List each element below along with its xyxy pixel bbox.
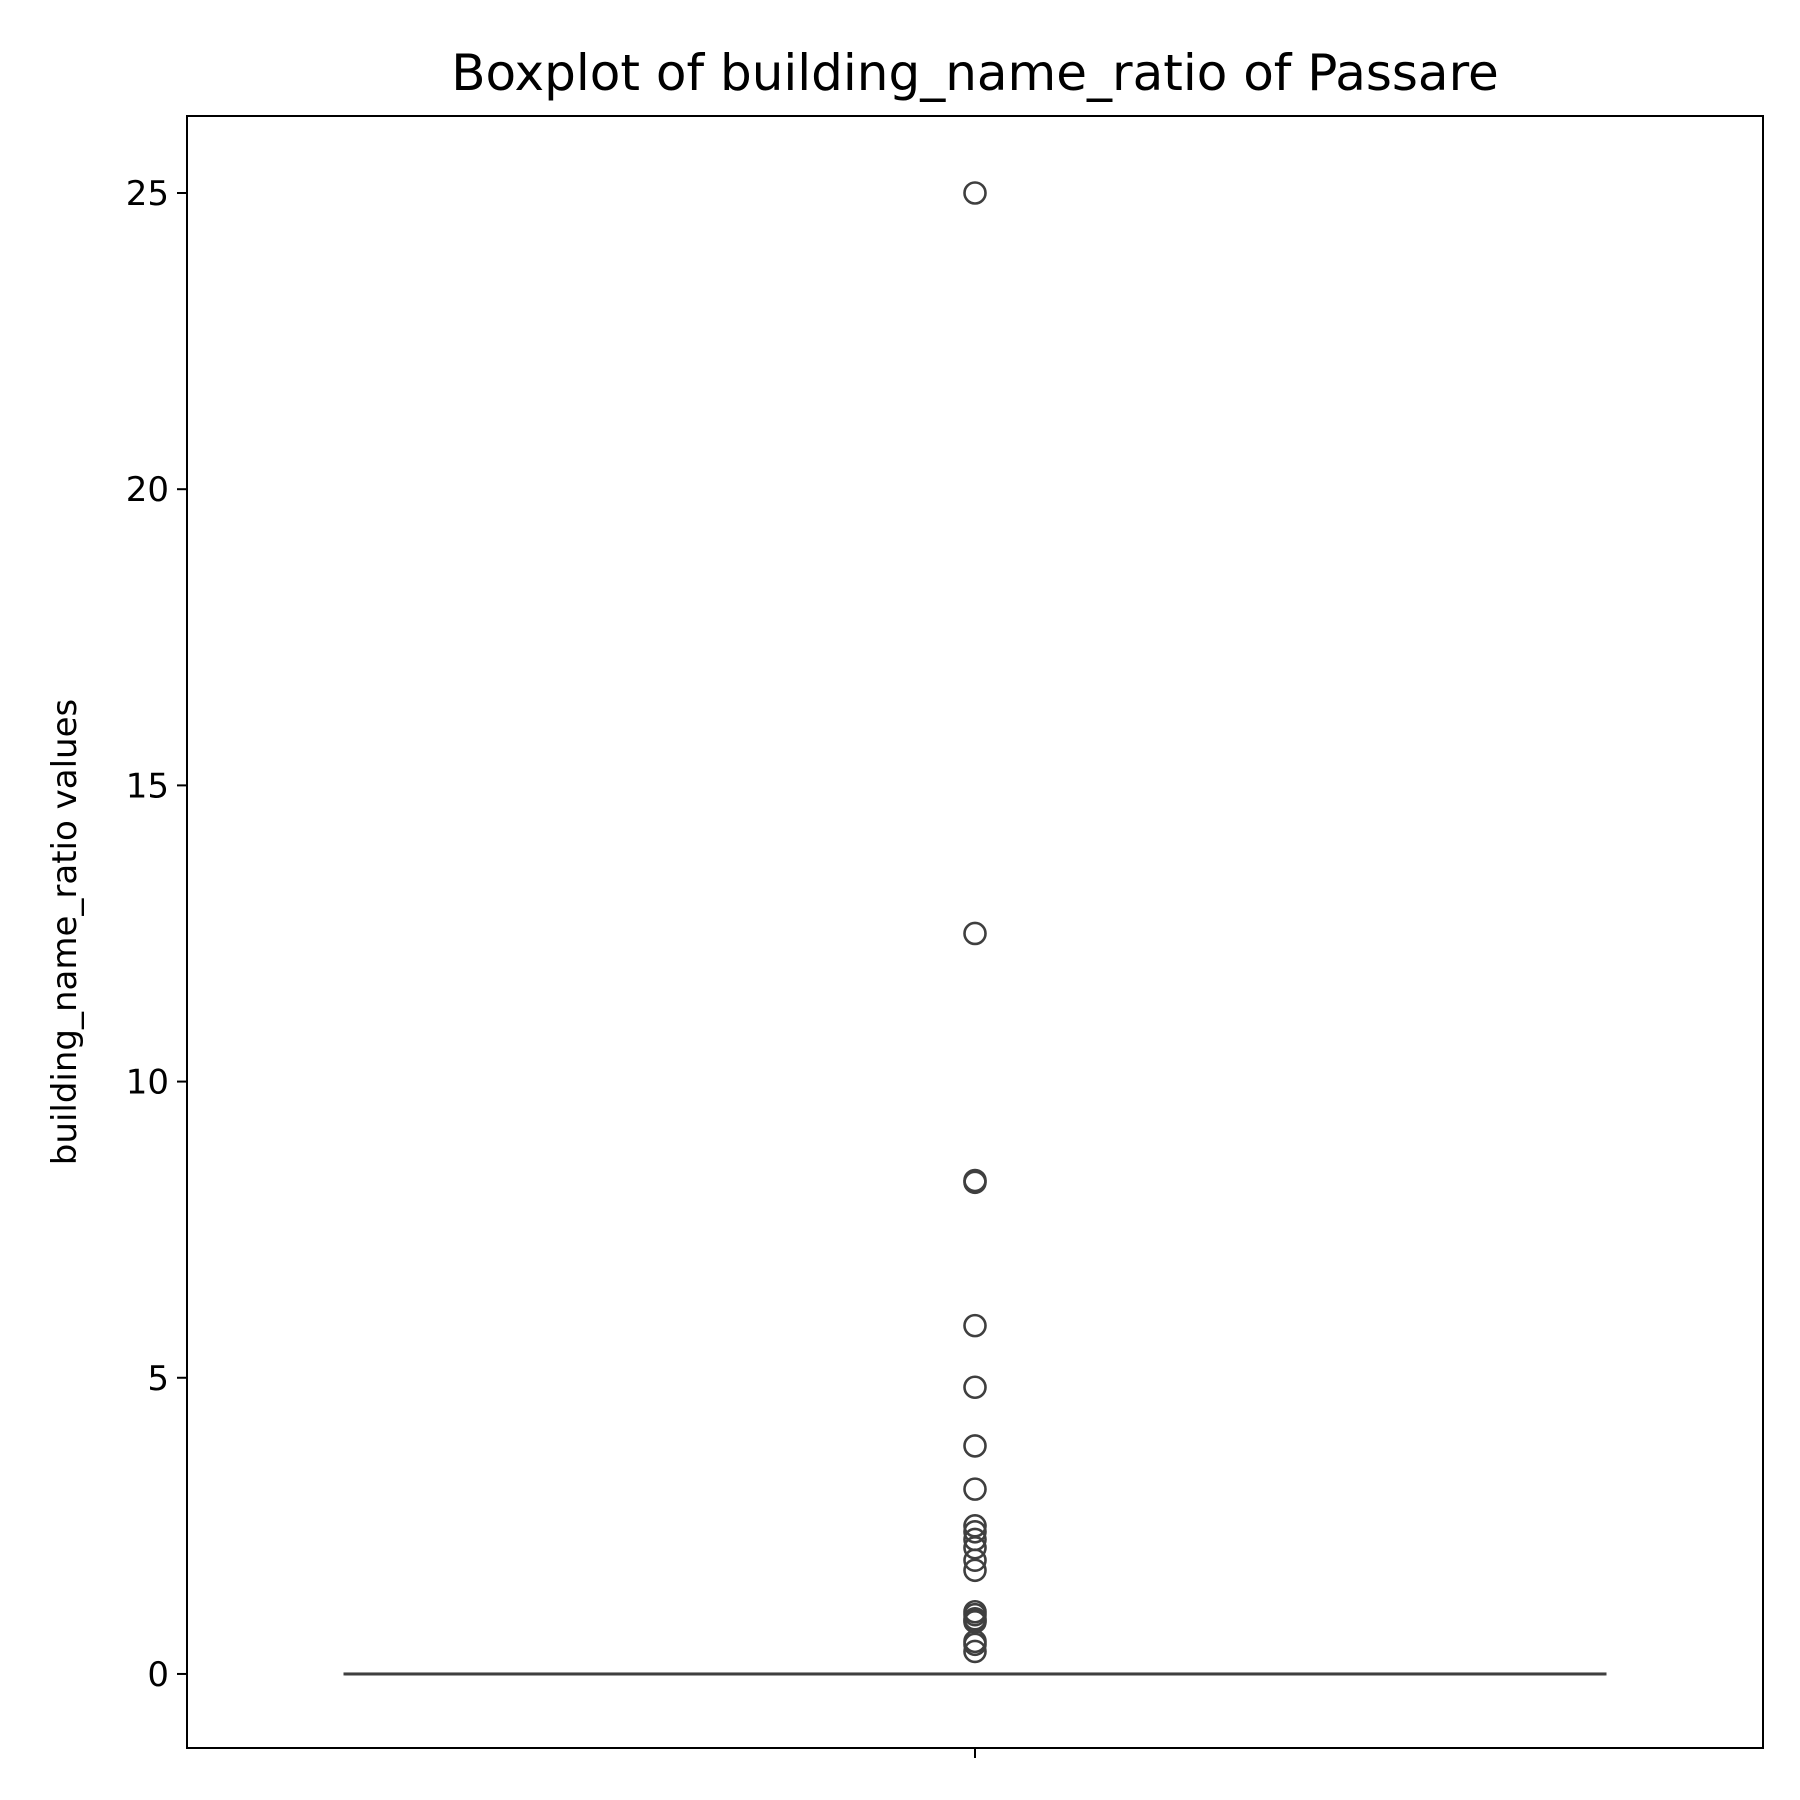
outlier-point bbox=[963, 921, 987, 946]
outlier-point bbox=[963, 1610, 987, 1634]
y-tick-label: 25 bbox=[126, 174, 169, 214]
outlier-point bbox=[963, 1313, 987, 1338]
outlier-point bbox=[963, 1375, 987, 1400]
y-tick-label: 10 bbox=[126, 1063, 169, 1103]
y-axis: 0 5 10 15 20 25 bbox=[126, 174, 187, 1695]
outlier-point bbox=[963, 1477, 987, 1501]
outlier-point bbox=[963, 1170, 987, 1195]
outliers-group bbox=[963, 181, 987, 1664]
outlier-point bbox=[963, 1434, 987, 1458]
y-tick-label: 15 bbox=[126, 766, 169, 806]
outlier-point bbox=[963, 1519, 987, 1544]
outlier-point bbox=[963, 1558, 987, 1583]
outlier-point bbox=[963, 181, 987, 205]
outlier-point bbox=[963, 1639, 987, 1664]
y-tick-label: 5 bbox=[147, 1359, 169, 1399]
y-tick-label: 20 bbox=[126, 470, 169, 510]
y-axis-label: building_name_ratio values bbox=[45, 699, 85, 1165]
outlier-point bbox=[963, 1548, 987, 1573]
y-tick-label: 0 bbox=[147, 1655, 169, 1695]
outlier-point bbox=[963, 1632, 987, 1657]
outlier-point bbox=[963, 1535, 987, 1560]
chart-title: Boxplot of building_name_ratio of Passar… bbox=[451, 44, 1499, 102]
plot-area-frame bbox=[186, 115, 1764, 1749]
